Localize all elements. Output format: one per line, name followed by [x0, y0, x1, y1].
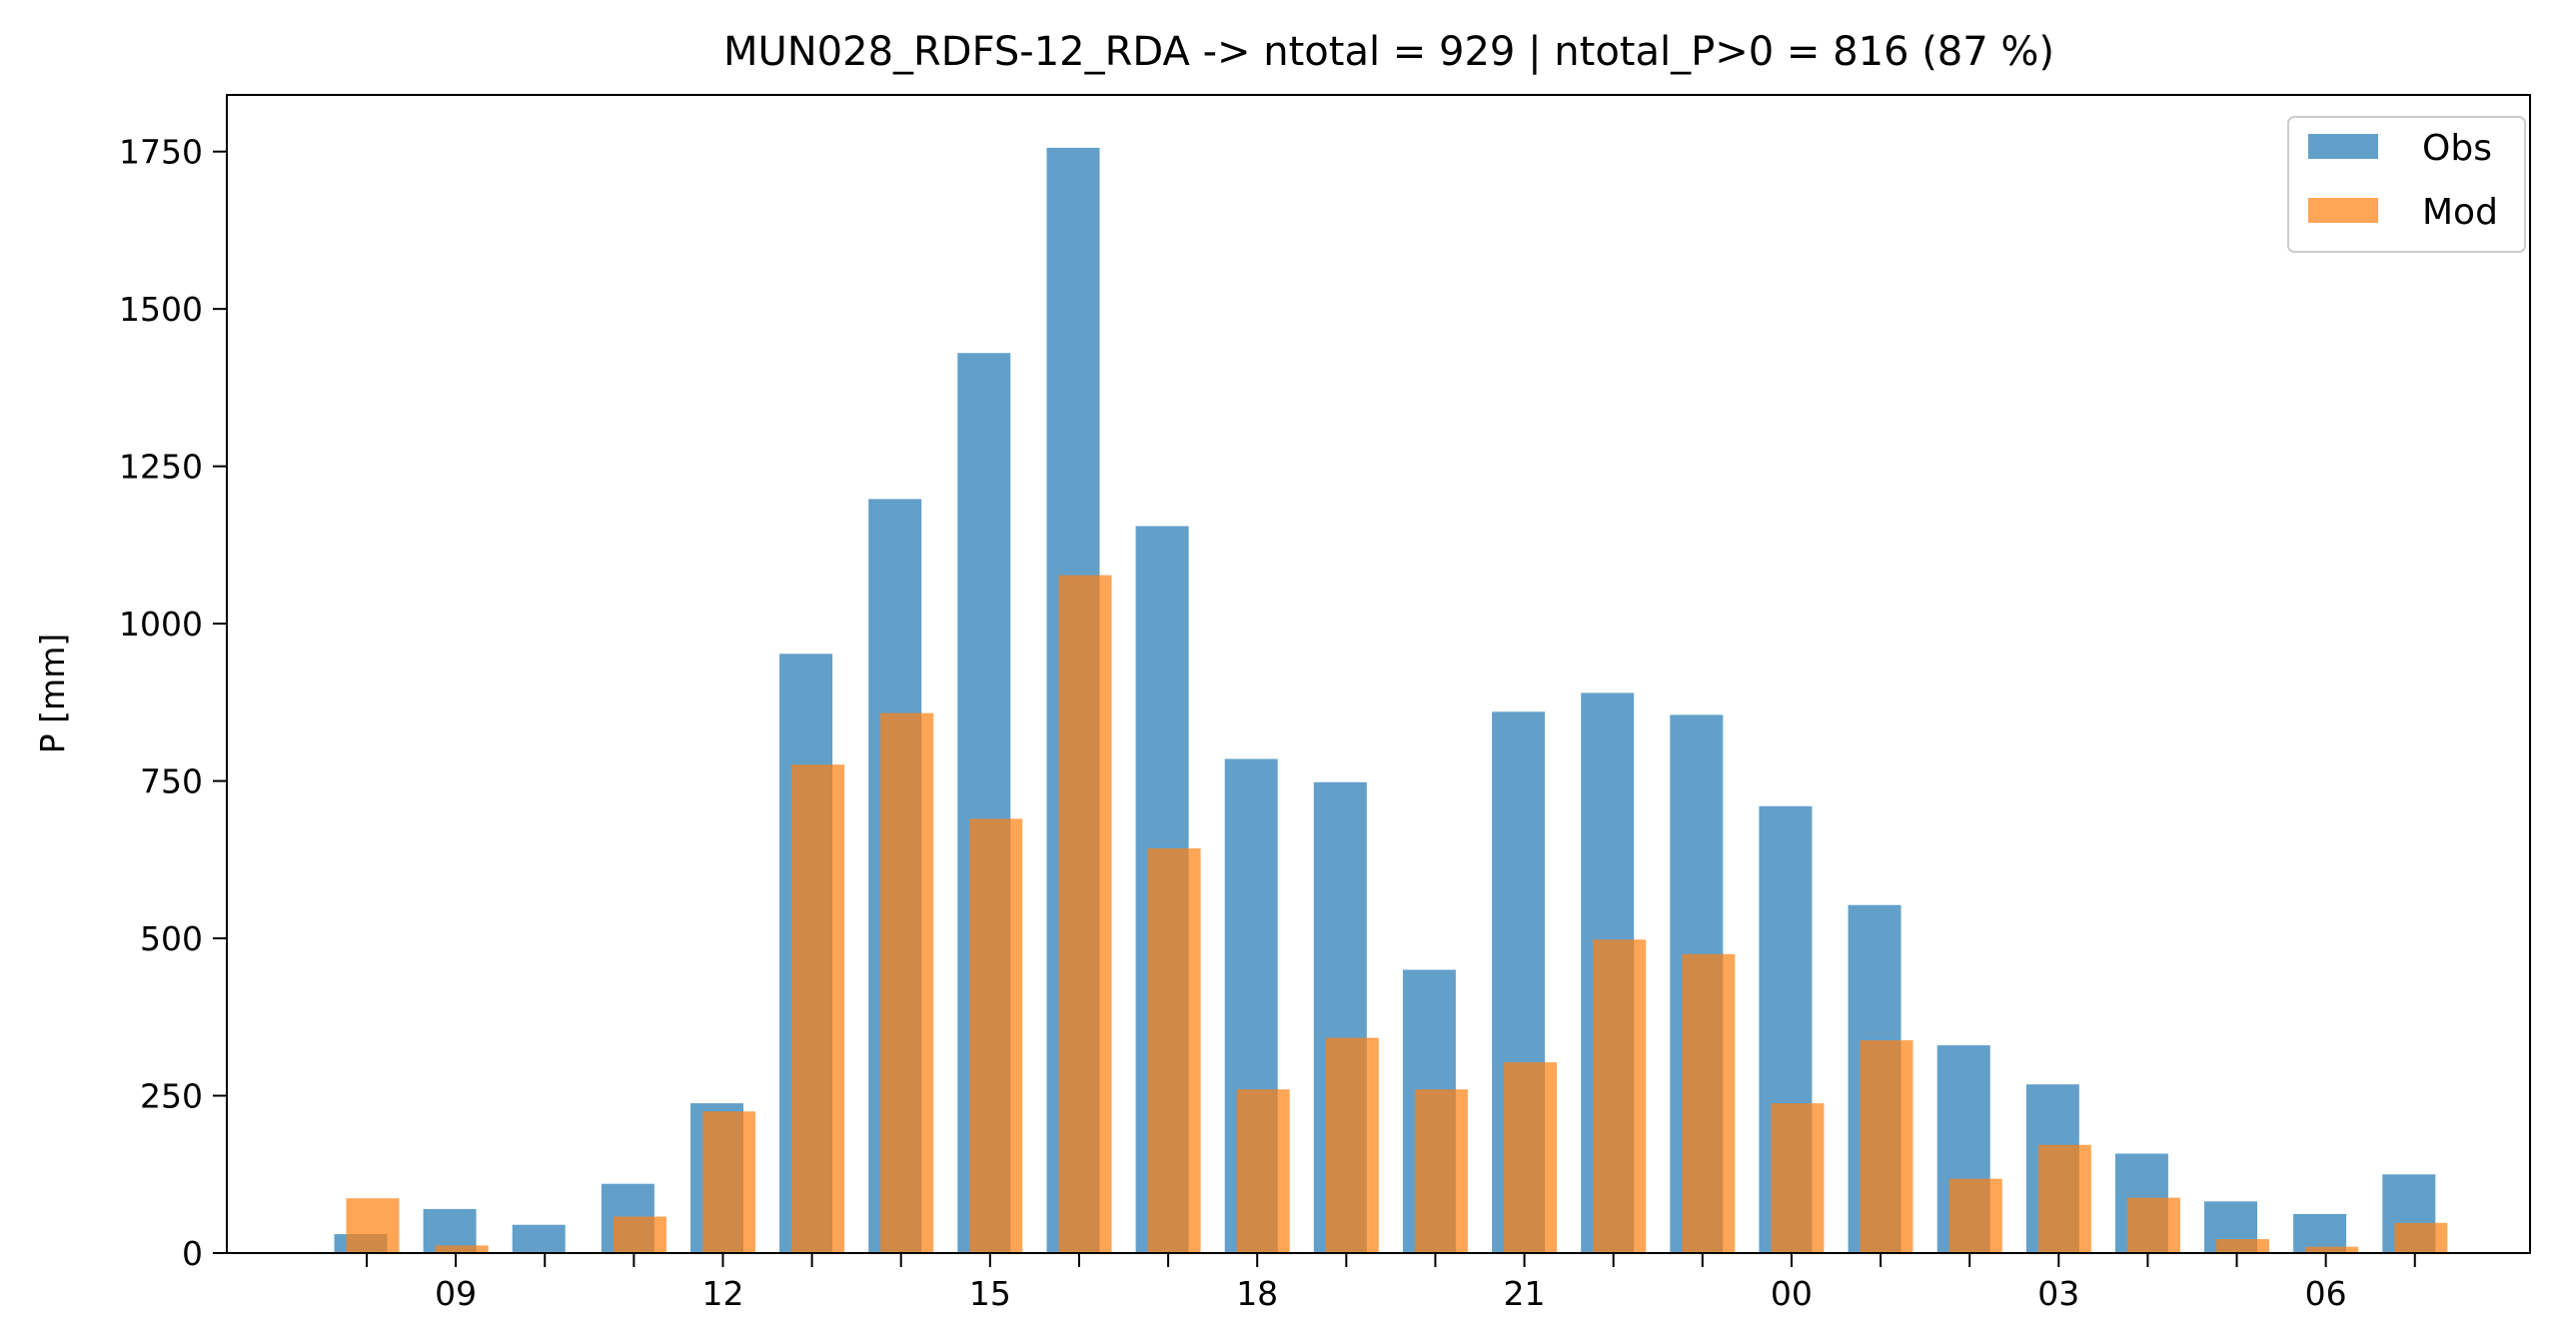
bar-mod-03 [2037, 1144, 2091, 1253]
bar-mod-23 [1682, 953, 1736, 1253]
y-tick-label: 0 [182, 1234, 203, 1273]
bars-layer [334, 147, 2448, 1253]
chart-title: MUN028_RDFS-12_RDA -> ntotal = 929 | nto… [723, 29, 2054, 75]
x-tick-label: 00 [1771, 1274, 1813, 1313]
bar-mod-19 [1325, 1037, 1379, 1253]
x-tick-label: 12 [701, 1274, 743, 1313]
legend-swatch-obs [2308, 134, 2378, 159]
x-tick-label: 21 [1504, 1274, 1546, 1313]
y-tick-label: 1500 [119, 290, 203, 329]
x-tick-label: 09 [435, 1274, 477, 1313]
y-axis-ticks: 0 250 500 750 1000 1250 1500 1750 [119, 133, 227, 1273]
legend[interactable]: Obs Mod [2287, 116, 2526, 253]
y-tick-label: 750 [140, 762, 203, 801]
bar-mod-07 [2394, 1222, 2448, 1253]
y-tick-label: 1250 [119, 448, 203, 487]
y-tick-label: 250 [140, 1077, 203, 1116]
x-tick-label: 06 [2305, 1274, 2347, 1313]
x-tick-label: 18 [1236, 1274, 1278, 1313]
x-axis-ticks: 09 12 15 18 21 00 03 06 [366, 1253, 2416, 1313]
bar-obs-06 [2293, 1213, 2347, 1253]
legend-label-mod: Mod [2422, 192, 2498, 233]
y-tick-label: 1000 [119, 605, 203, 644]
y-tick-label: 500 [140, 919, 203, 958]
plot-frame [226, 94, 2531, 1254]
bar-mod-15 [969, 818, 1023, 1253]
y-axis-label: P [mm] [33, 634, 72, 753]
legend-swatch-mod [2308, 198, 2378, 223]
bar-mod-22 [1593, 939, 1647, 1253]
y-tick-label: 1750 [119, 133, 203, 172]
bar-mod-11 [613, 1216, 666, 1253]
bar-mod-04 [2126, 1197, 2180, 1253]
bar-mod-02 [1948, 1178, 2002, 1253]
bar-mod-06 [2305, 1246, 2359, 1253]
bar-mod-17 [1147, 848, 1201, 1253]
bar-mod-14 [880, 712, 934, 1253]
bar-mod-01 [1860, 1040, 1914, 1253]
bar-mod-18 [1236, 1089, 1290, 1253]
bar-obs-10 [512, 1224, 566, 1253]
bar-mod-21 [1504, 1062, 1558, 1253]
bar-mod-09 [435, 1245, 489, 1253]
bar-mod-08 [346, 1198, 400, 1253]
bar-mod-05 [2216, 1239, 2269, 1253]
bar-mod-00 [1771, 1103, 1825, 1253]
bar-mod-16 [1058, 575, 1112, 1253]
bar-mod-12 [702, 1111, 755, 1253]
x-tick-label: 15 [969, 1274, 1011, 1313]
x-tick-label: 03 [2037, 1274, 2079, 1313]
legend-label-obs: Obs [2422, 128, 2492, 169]
bar-mod-13 [791, 764, 845, 1253]
bar-mod-20 [1414, 1089, 1468, 1253]
